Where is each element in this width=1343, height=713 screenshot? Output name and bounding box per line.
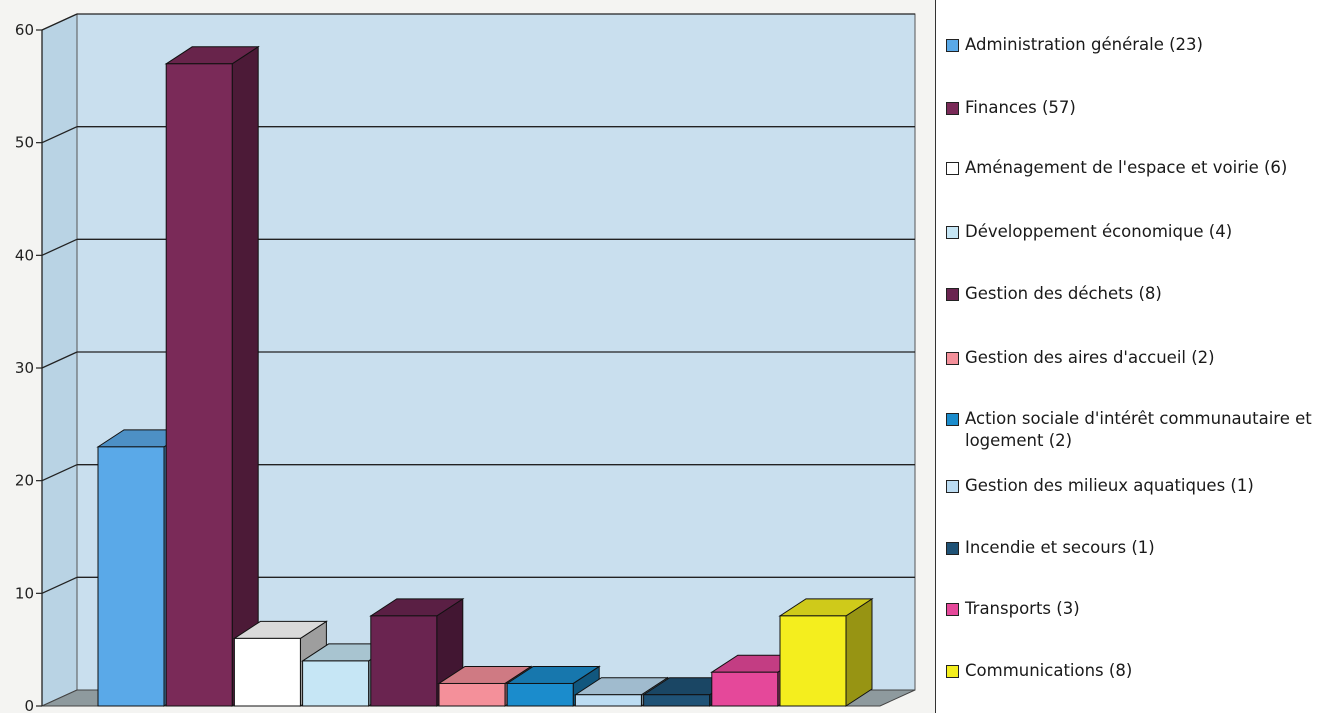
bar-front	[97, 446, 165, 707]
y-tick-label: 0	[24, 697, 34, 713]
legend-label: Gestion des aires d'accueil (2)	[965, 348, 1215, 367]
legend-item: Transports (3)	[946, 598, 1343, 620]
legend-label: Action sociale d'intérêt communautaire e…	[965, 409, 1312, 450]
legend-swatch	[946, 226, 959, 239]
legend-label: Développement économique (4)	[965, 222, 1233, 241]
bar-front	[438, 682, 506, 707]
legend-item: Développement économique (4)	[946, 221, 1343, 243]
y-tick-label: 60	[15, 21, 34, 39]
legend-label: Gestion des milieux aquatiques (1)	[965, 476, 1254, 495]
bar-front	[506, 682, 574, 707]
y-tick-label: 50	[15, 134, 34, 152]
gridline-side	[41, 126, 78, 144]
legend-swatch	[946, 102, 959, 115]
legend-item: Action sociale d'intérêt communautaire e…	[946, 408, 1343, 452]
legend-item: Communications (8)	[946, 660, 1343, 682]
legend-swatch	[946, 480, 959, 493]
legend-label: Incendie et secours (1)	[965, 538, 1155, 557]
legend-item: Finances (57)	[946, 97, 1343, 119]
bar	[778, 597, 874, 707]
bar-front	[370, 615, 438, 707]
y-tick-label: 40	[15, 246, 34, 264]
y-tick-label: 10	[15, 584, 34, 602]
legend-label: Administration générale (23)	[965, 35, 1203, 54]
legend-label: Finances (57)	[965, 98, 1076, 117]
legend-label: Gestion des déchets (8)	[965, 284, 1162, 303]
legend-item: Aménagement de l'espace et voirie (6)	[946, 157, 1343, 179]
legend-swatch	[946, 162, 959, 175]
bar-front	[165, 63, 233, 707]
bars	[96, 45, 874, 707]
legend-label: Aménagement de l'espace et voirie (6)	[965, 158, 1288, 177]
y-tick-label: 30	[15, 359, 34, 377]
legend-swatch	[946, 603, 959, 616]
y-tick-label: 20	[15, 472, 34, 490]
bar-front	[302, 660, 370, 707]
bar-chart: 0 10 20 30 40 50 60	[15, 13, 916, 713]
gridline-side	[41, 351, 78, 369]
legend-item: Gestion des aires d'accueil (2)	[946, 347, 1343, 369]
legend-swatch	[946, 39, 959, 52]
legend-item: Gestion des milieux aquatiques (1)	[946, 475, 1343, 497]
legend-swatch	[946, 413, 959, 426]
y-axis: 0 10 20 30 40 50 60	[15, 21, 43, 713]
bar-front	[574, 694, 642, 707]
bar-front	[711, 671, 779, 707]
legend-item: Incendie et secours (1)	[946, 537, 1343, 559]
legend-swatch	[946, 665, 959, 678]
legend-label: Transports (3)	[965, 599, 1080, 618]
legend-swatch	[946, 542, 959, 555]
legend-item: Administration générale (23)	[946, 34, 1343, 56]
bar-side	[231, 45, 259, 707]
gridline-side	[41, 13, 78, 31]
bar	[164, 45, 260, 707]
gridline-side	[41, 464, 78, 482]
gridline-side	[41, 238, 78, 256]
bar-front	[643, 694, 711, 707]
bar-side	[845, 597, 873, 707]
legend-label: Communications (8)	[965, 661, 1133, 680]
legend-item: Gestion des déchets (8)	[946, 283, 1343, 305]
legend-swatch	[946, 288, 959, 301]
legend: Administration générale (23) Finances (57…	[935, 0, 1343, 713]
gridline-side	[41, 576, 78, 594]
bar-front	[779, 615, 847, 707]
legend-swatch	[946, 352, 959, 365]
bar-front	[233, 637, 301, 707]
